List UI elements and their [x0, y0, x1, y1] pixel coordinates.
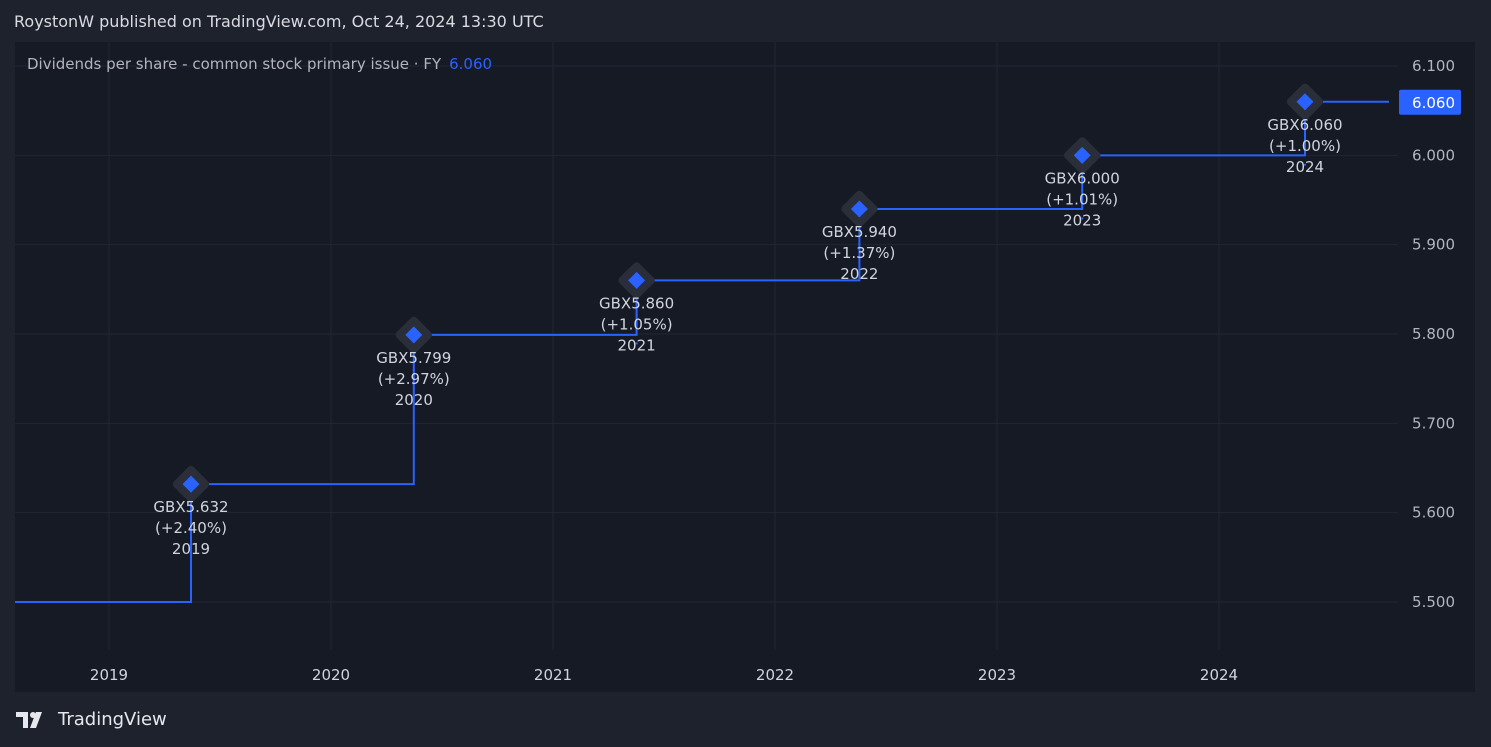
point-change-label: (+2.40%): [155, 519, 227, 537]
x-tick-label: 2022: [756, 666, 794, 684]
y-tick-label: 5.900: [1412, 236, 1455, 254]
point-year-label: 2020: [395, 391, 433, 409]
point-change-label: (+1.00%): [1269, 137, 1341, 155]
data-point-diamond: [628, 271, 646, 289]
last-value-text: 6.060: [1412, 94, 1455, 112]
point-change-label: (+2.97%): [378, 370, 450, 388]
point-value-label: GBX5.632: [153, 498, 228, 516]
series-legend: Dividends per share - common stock prima…: [27, 55, 492, 73]
data-point-diamond: [405, 326, 423, 344]
tv-logo-icon: [16, 711, 42, 728]
point-year-label: 2021: [618, 336, 656, 354]
x-tick-label: 2023: [978, 666, 1016, 684]
y-tick-label: 6.000: [1412, 146, 1455, 164]
legend-value: 6.060: [449, 55, 493, 73]
point-change-label: (+1.05%): [601, 315, 673, 333]
y-tick-label: 5.800: [1412, 325, 1455, 343]
point-value-label: GBX5.940: [822, 223, 897, 241]
point-change-label: (+1.01%): [1046, 190, 1118, 208]
y-tick-label: 5.500: [1412, 593, 1455, 611]
tradingview-logo[interactable]: TradingView: [16, 709, 167, 730]
point-value-label: GBX5.799: [376, 349, 451, 367]
data-point-diamond: [182, 475, 200, 493]
point-value-label: GBX5.860: [599, 294, 674, 312]
point-year-label: 2022: [840, 265, 878, 283]
x-tick-label: 2019: [90, 666, 128, 684]
brand-name: TradingView: [58, 709, 167, 730]
chart-panel: [15, 42, 1475, 692]
y-tick-label: 5.600: [1412, 504, 1455, 522]
x-tick-label: 2021: [534, 666, 572, 684]
dividend-step-line: [15, 100, 1389, 603]
y-tick-label: 5.700: [1412, 414, 1455, 432]
point-year-label: 2023: [1063, 211, 1101, 229]
point-value-label: GBX6.060: [1267, 116, 1342, 134]
point-value-label: GBX6.000: [1045, 169, 1120, 187]
point-year-label: 2019: [172, 540, 210, 558]
last-value-badge: [1399, 89, 1461, 115]
legend-label: Dividends per share - common stock prima…: [27, 55, 442, 73]
y-tick-label: 6.100: [1412, 57, 1455, 75]
point-year-label: 2024: [1286, 158, 1324, 176]
data-point-diamond: [850, 200, 868, 218]
publisher-line: RoystonW published on TradingView.com, O…: [14, 12, 544, 31]
point-change-label: (+1.37%): [823, 244, 895, 262]
x-tick-label: 2020: [312, 666, 350, 684]
x-tick-label: 2024: [1200, 666, 1238, 684]
